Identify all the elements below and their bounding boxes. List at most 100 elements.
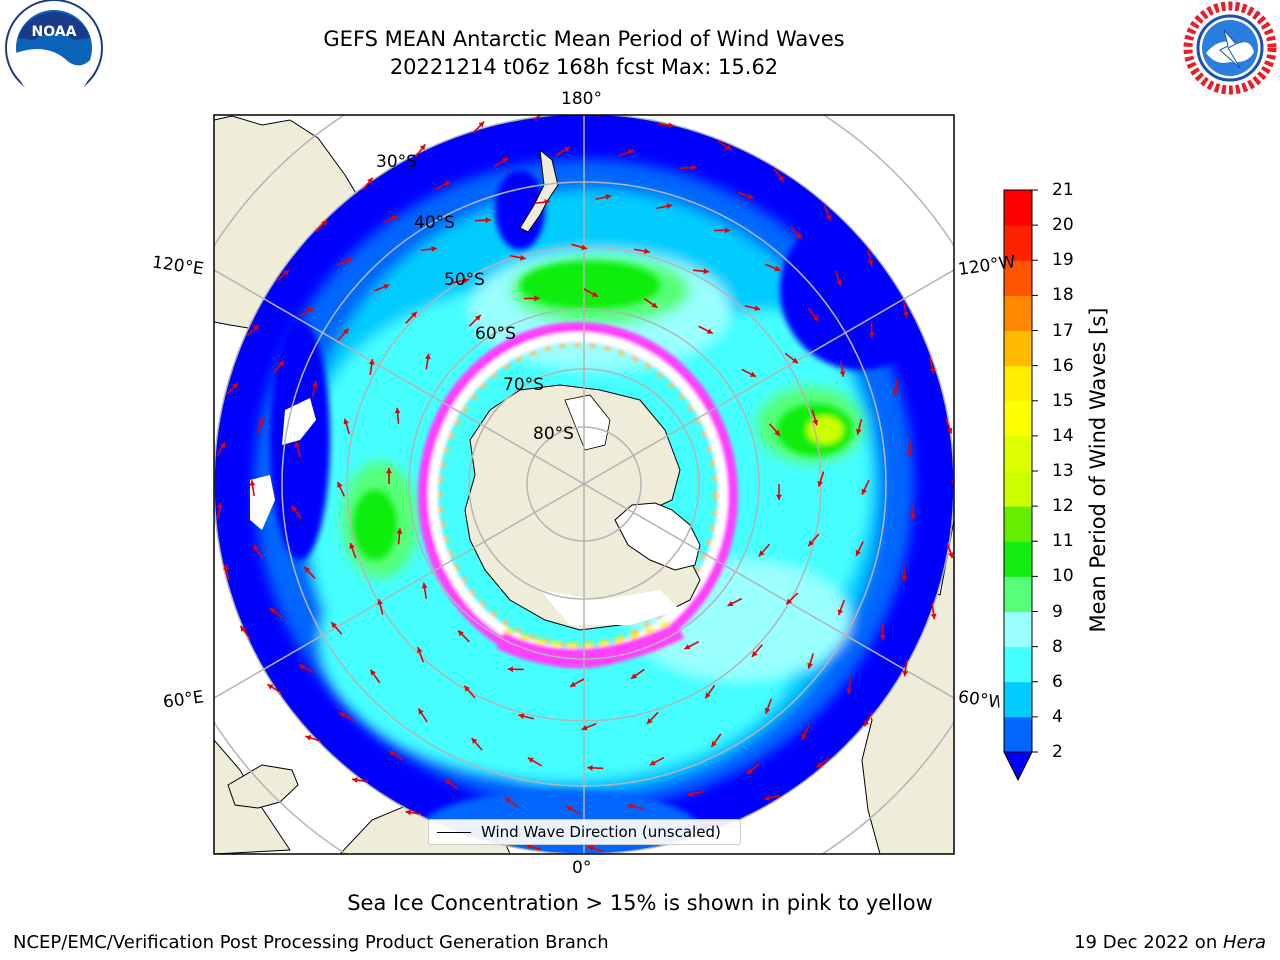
wave-arrow-head (947, 552, 954, 559)
wind-wave-arrows (216, 115, 954, 853)
colorbar-tick-label: 2 (1052, 742, 1063, 762)
wave-arrow-head (644, 248, 650, 255)
colorbar-segment (1004, 365, 1032, 402)
wave-arrow-head (431, 246, 437, 252)
wave-arrow-head (807, 662, 813, 669)
wave-arrow-head (343, 328, 349, 335)
wave-arrow-head (792, 357, 798, 364)
wave-arrow-head (377, 599, 383, 605)
wave-arrow-head (502, 157, 509, 164)
wave-arrow-head (421, 582, 428, 589)
wave-arrow-head (474, 314, 481, 321)
wave-arrow-head (463, 277, 470, 284)
colorbar-tick-label: 18 (1052, 285, 1074, 306)
colorbar-tick-label: 14 (1052, 425, 1074, 446)
colorbar-segment (1004, 576, 1032, 612)
wave-arrow-head (367, 177, 373, 184)
wave-arrow-shaft (533, 115, 543, 121)
colorbar-segment (1004, 260, 1032, 296)
colorbar-segment (1004, 330, 1032, 367)
colorbar-tick-label: 4 (1052, 706, 1063, 727)
sea-ice-caption: Sea Ice Concentration > 15% is shown in … (347, 891, 933, 915)
wave-arrow-head (581, 725, 588, 731)
wave-arrow-head (569, 681, 576, 687)
wave-arrow-head (507, 666, 514, 673)
wave-arrow-head (687, 791, 694, 797)
wave-arrow-head (764, 795, 770, 801)
colorbar-tick-label: 15 (1052, 390, 1074, 411)
wave-arrow-head (724, 227, 731, 234)
colorbar-tick-label: 13 (1052, 461, 1074, 481)
wave-arrow-head (388, 751, 395, 757)
wave-arrow-head (253, 544, 259, 551)
lon-label-180: 180° (561, 89, 602, 109)
map-legend: Wind Wave Direction (unscaled) (428, 819, 741, 845)
wave-arrow-head (812, 315, 819, 322)
wave-arrow-head (647, 718, 653, 724)
wave-arrow-head (902, 311, 909, 318)
wave-arrow-head (774, 265, 781, 272)
wave-arrow-head (267, 684, 274, 690)
colorbar-segment (1004, 611, 1032, 648)
wave-arrow-head (929, 367, 936, 374)
colorbar (1003, 189, 1038, 782)
colorbar-tick-label: 10 (1052, 566, 1074, 587)
lat-label-70s: 70°S (503, 375, 544, 395)
wave-arrow-head (294, 441, 301, 448)
wave-arrow-head (684, 644, 691, 650)
wave-arrow-head (544, 199, 551, 205)
wave-arrow-head (563, 146, 570, 153)
wave-arrow-head (764, 707, 771, 714)
wave-arrow-head (725, 144, 732, 150)
wave-arrow-head (464, 685, 470, 692)
colorbar-segment (1004, 506, 1032, 542)
wave-arrow-head (666, 203, 673, 209)
wave-arrow-head (627, 803, 633, 810)
wave-arrow-head (349, 542, 355, 549)
wave-arrow-head (383, 284, 390, 290)
wave-arrow-head (396, 528, 403, 534)
colorbar-under-arrow (1003, 751, 1033, 782)
wave-arrow-head (910, 513, 916, 520)
wave-arrow-shaft (951, 480, 954, 488)
colorbar-segment (1004, 541, 1032, 577)
wave-arrow-head (846, 688, 853, 695)
wave-arrow-head (249, 480, 256, 486)
wave-arrow-head (668, 122, 675, 129)
wave-arrow-head (836, 280, 842, 286)
colorbar-tick-label: 12 (1052, 496, 1074, 517)
wave-arrow-head (305, 735, 312, 741)
wave-arrow-head (370, 669, 376, 676)
wave-arrow-head (605, 194, 612, 200)
colorbar-tick-label: 11 (1052, 531, 1074, 552)
wave-arrow-head (505, 797, 512, 804)
colorbar-tick-label: 19 (1052, 250, 1074, 271)
noaa-logo: NOAA (5, 0, 103, 101)
wave-arrow-head (837, 609, 844, 616)
wave-arrow-head (754, 305, 761, 312)
credit-host: Hera (1222, 932, 1266, 953)
colorbar-segment (1004, 716, 1032, 753)
colorbar-tick-label: 9 (1052, 601, 1063, 622)
wave-arrow-head (808, 540, 814, 547)
wave-arrow-head (527, 757, 534, 763)
wave-arrow-head (445, 779, 452, 785)
wave-arrow-head (587, 845, 594, 851)
wave-arrow-head (478, 121, 485, 128)
wave-arrow-head (418, 708, 424, 715)
graticule (214, 115, 954, 854)
credit-date: 19 Dec 2022 on (1074, 932, 1223, 953)
wave-arrow-head (345, 258, 352, 264)
wave-arrow-head (419, 144, 426, 151)
wave-arrow-head (758, 550, 765, 557)
noaa-logo-text: NOAA (32, 24, 77, 40)
wave-arrow-head (587, 764, 593, 771)
wave-arrow-head (405, 809, 412, 816)
wave-arrow-head (631, 673, 638, 679)
wave-arrow-head (391, 215, 398, 221)
wave-arrow-head (291, 505, 298, 512)
wave-arrow-head (778, 175, 784, 182)
colorbar-tick-label: 16 (1052, 355, 1074, 376)
credit-left: NCEP/EMC/Verification Post Processing Pr… (13, 932, 609, 953)
wave-arrow-head (581, 244, 587, 251)
